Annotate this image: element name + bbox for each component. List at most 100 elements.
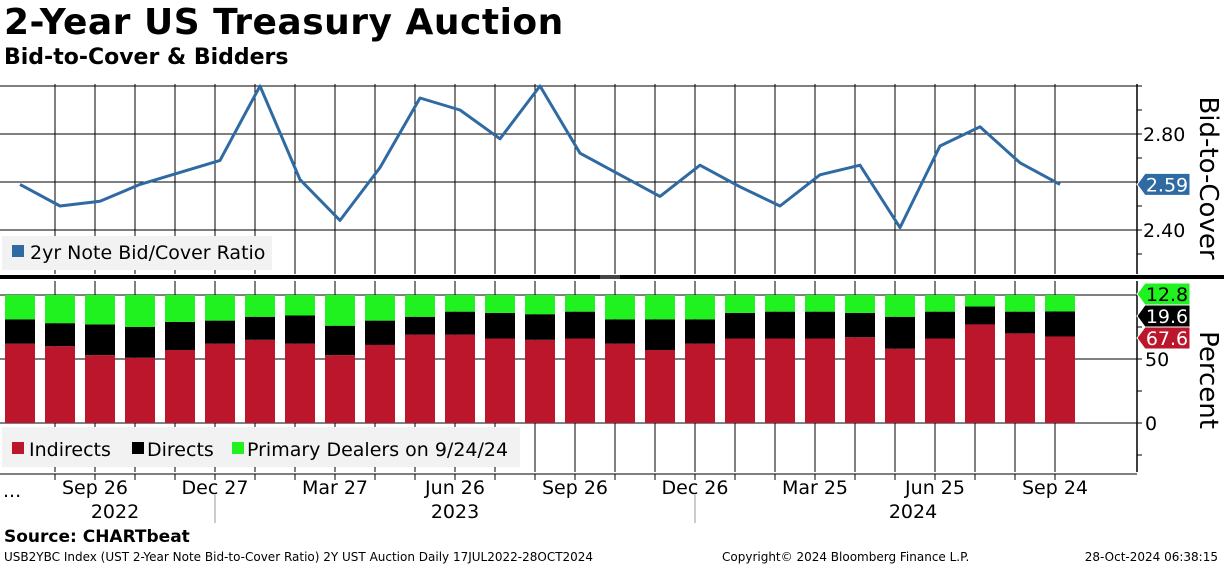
bar-indirects (805, 338, 835, 423)
bar-primary (1005, 295, 1035, 312)
bar-primary (125, 295, 155, 327)
bar-directs (1005, 311, 1035, 334)
bar-primary (605, 295, 635, 320)
bar-directs (685, 319, 715, 344)
copyright-note: Copyright© 2024 Bloomberg Finance L.P. (722, 550, 970, 564)
bar-directs (765, 311, 795, 339)
bar-primary (685, 295, 715, 320)
legends: 2yr Note Bid/Cover Ratio Indirects Directs… (2, 236, 520, 467)
bar-directs (1045, 311, 1075, 337)
bar-primary (285, 295, 315, 316)
bar-indirects (205, 343, 235, 423)
last-value-indirects: 67.6 (1136, 326, 1191, 350)
bar-primary (485, 295, 515, 313)
x-axis-ellipsis: ... (3, 480, 21, 502)
source-note: Source: CHARTbeat (4, 527, 190, 547)
bar-primary (1045, 295, 1075, 312)
bar-primary (885, 295, 915, 317)
bar-directs (245, 316, 275, 340)
bar-primary (725, 295, 755, 313)
bar-directs (205, 320, 235, 344)
last-value-directs: 19.6 (1136, 304, 1191, 328)
bar-indirects (485, 338, 515, 423)
bar-directs (405, 316, 435, 335)
x-month-label: Mar 25 (782, 477, 848, 499)
bar-directs (85, 324, 115, 356)
last-value-bidcover: 2.59 (1136, 172, 1191, 196)
bar-indirects (685, 343, 715, 423)
bar-directs (885, 316, 915, 349)
bar-indirects (5, 343, 35, 423)
bar-directs (965, 306, 995, 325)
axes (0, 84, 1224, 523)
bar-primary (405, 295, 435, 317)
bar-directs (5, 319, 35, 344)
bar-directs (125, 327, 155, 358)
bar-directs (365, 320, 395, 345)
x-month-label: Jun 25 (904, 477, 965, 499)
bar-primary (165, 295, 195, 322)
stacked-bars (5, 295, 1075, 423)
bar-primary (5, 295, 35, 320)
bar-indirects (445, 334, 475, 423)
panel-separator (0, 275, 1224, 279)
last-value-bidcover-shape (1136, 172, 1191, 196)
bar-primary (565, 295, 595, 312)
legend-swatch-0 (12, 442, 24, 454)
bar-indirects (45, 346, 75, 423)
legend-swatch-1 (132, 442, 144, 454)
bar-primary (845, 295, 875, 313)
x-month-label: Dec 27 (182, 477, 249, 499)
bar-primary (245, 295, 275, 317)
bar-indirects (85, 355, 115, 423)
x-month-label: Jun 26 (424, 477, 485, 499)
bar-directs (565, 311, 595, 339)
bar-primary (965, 295, 995, 307)
last-value-directs-text: 19.6 (1146, 306, 1188, 328)
bar-primary (645, 295, 675, 320)
legend-label-1: Directs (147, 439, 214, 461)
x-month-label: Dec 26 (662, 477, 729, 499)
last-value-dealers-shape (1136, 282, 1191, 306)
bar-indirects (285, 343, 315, 423)
x-month-label: Mar 27 (302, 477, 368, 499)
x-year-label: 2024 (889, 501, 937, 523)
bar-primary (45, 295, 75, 324)
bar-indirects (645, 350, 675, 423)
bar-indirects (885, 348, 915, 423)
bar-indirects (725, 338, 755, 423)
bar-indirects (165, 350, 195, 423)
bottom-y-tick-label: 0 (1145, 413, 1157, 435)
bar-primary (525, 295, 555, 315)
bar-directs (925, 311, 955, 339)
bar-indirects (925, 338, 955, 423)
bar-indirects (125, 357, 155, 423)
bar-indirects (605, 343, 635, 423)
bar-indirects (525, 339, 555, 423)
legend-label-0: Indirects (29, 439, 111, 461)
bar-primary (205, 295, 235, 321)
bar-primary (765, 295, 795, 312)
bar-primary (365, 295, 395, 321)
last-value-indirects-shape (1136, 326, 1191, 350)
top-y-axis-title: Bid-to-Cover (1193, 96, 1223, 259)
chart-title: 2-Year US Treasury Auction (4, 2, 564, 43)
bar-indirects (325, 355, 355, 423)
bar-indirects (1005, 333, 1035, 423)
top-y-tick-label: 2.80 (1143, 124, 1185, 146)
bar-directs (725, 312, 755, 339)
bar-directs (45, 323, 75, 347)
bar-indirects (765, 338, 795, 423)
bar-indirects (405, 334, 435, 423)
bar-primary (445, 295, 475, 312)
bar-directs (645, 319, 675, 351)
bar-primary (805, 295, 835, 312)
bar-indirects (965, 324, 995, 423)
last-value-directs-shape (1136, 304, 1191, 328)
bar-indirects (845, 337, 875, 423)
last-value-bidcover-text: 2.59 (1146, 174, 1188, 196)
last-value-dealers-text: 12.8 (1146, 284, 1188, 306)
legend-label-bidcover: 2yr Note Bid/Cover Ratio (30, 242, 265, 264)
bar-primary (85, 295, 115, 325)
legend-swatch-2 (232, 442, 244, 454)
